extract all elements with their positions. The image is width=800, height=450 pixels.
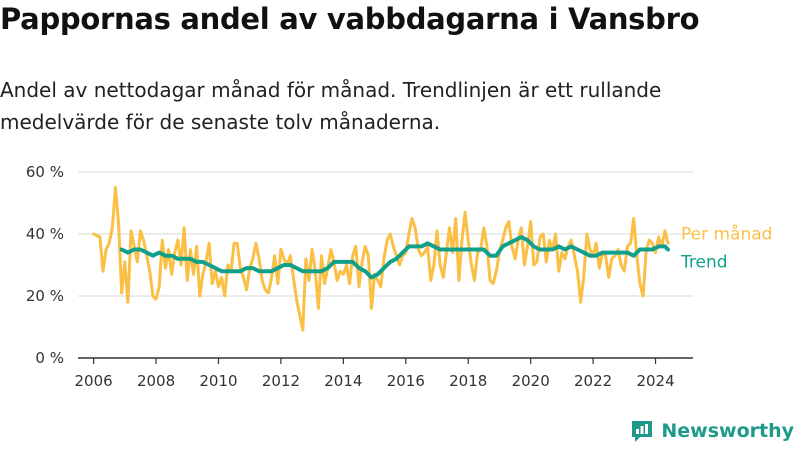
x-axis-ticks: 2006 2008 2010 2012 2014 2016 2018 2020 2022 2024 xyxy=(75,358,675,390)
y-tick-label: 20 % xyxy=(26,287,64,305)
x-tick-label: 2024 xyxy=(636,372,674,390)
series-layer xyxy=(92,186,670,332)
gridlines xyxy=(78,171,693,359)
x-tick-label: 2016 xyxy=(387,372,425,390)
legend: Per månad Trend xyxy=(680,223,772,272)
x-tick-label: 2010 xyxy=(199,372,237,390)
x-tick-label: 2006 xyxy=(75,372,113,390)
x-tick-label: 2012 xyxy=(262,372,300,390)
legend-label-per-manad: Per månad xyxy=(681,223,772,244)
y-axis-ticks: 0 % 20 % 40 % 60 % xyxy=(26,163,64,367)
x-tick-label: 2008 xyxy=(137,372,175,390)
x-tick-label: 2014 xyxy=(324,372,362,390)
newsworthy-logo-text: Newsworthy xyxy=(661,420,794,442)
newsworthy-logo: Newsworthy xyxy=(629,418,794,444)
y-tick-label: 0 % xyxy=(35,349,64,367)
x-tick-label: 2018 xyxy=(449,372,487,390)
chart-subtitle: Andel av nettodagar månad för månad. Tre… xyxy=(0,78,662,134)
series-line-trend xyxy=(119,235,670,280)
x-tick-label: 2020 xyxy=(512,372,550,390)
legend-label-trend: Trend xyxy=(680,253,728,273)
y-tick-label: 60 % xyxy=(26,163,64,181)
x-tick-label: 2022 xyxy=(574,372,612,390)
y-tick-label: 40 % xyxy=(26,225,64,243)
chart-title: Pappornas andel av vabbdagarna i Vansbro xyxy=(0,2,700,36)
newsworthy-logo-icon xyxy=(632,421,653,442)
